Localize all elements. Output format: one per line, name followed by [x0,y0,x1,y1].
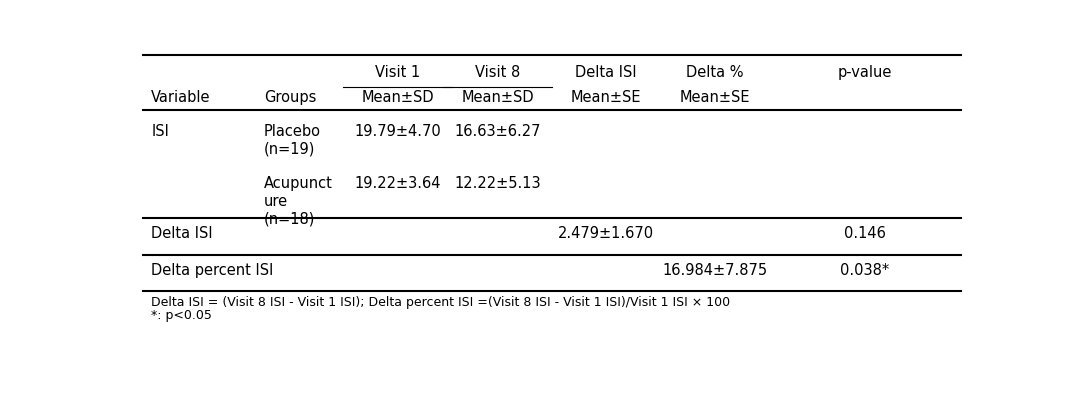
Text: 2.479±1.670: 2.479±1.670 [558,226,655,241]
Text: ISI: ISI [151,124,169,139]
Text: *: p<0.05: *: p<0.05 [151,309,212,322]
Text: 12.22±5.13: 12.22±5.13 [454,176,541,191]
Text: 0.038*: 0.038* [840,263,890,278]
Text: 16.63±6.27: 16.63±6.27 [454,124,541,139]
Text: Acupunct
ure
(n=18): Acupunct ure (n=18) [264,176,333,226]
Text: Delta percent ISI: Delta percent ISI [151,263,274,278]
Text: 16.984±7.875: 16.984±7.875 [662,263,767,278]
Text: p-value: p-value [838,65,892,80]
Text: Groups: Groups [264,90,317,105]
Text: Delta ISI = (Visit 8 ISI - Visit 1 ISI); Delta percent ISI =(Visit 8 ISI - Visit: Delta ISI = (Visit 8 ISI - Visit 1 ISI);… [151,296,730,309]
Text: Mean±SE: Mean±SE [571,90,642,105]
Text: Delta ISI: Delta ISI [575,65,637,80]
Text: 0.146: 0.146 [844,226,886,241]
Text: Mean±SD: Mean±SD [461,90,534,105]
Text: Visit 8: Visit 8 [475,65,520,80]
Text: Mean±SE: Mean±SE [680,90,750,105]
Text: Placebo
(n=19): Placebo (n=19) [264,124,321,156]
Text: Delta ISI: Delta ISI [151,226,213,241]
Text: 19.79±4.70: 19.79±4.70 [354,124,440,139]
Text: Visit 1: Visit 1 [375,65,420,80]
Text: 19.22±3.64: 19.22±3.64 [354,176,440,191]
Text: Delta %: Delta % [686,65,743,80]
Text: Mean±SD: Mean±SD [361,90,434,105]
Text: Variable: Variable [151,90,211,105]
